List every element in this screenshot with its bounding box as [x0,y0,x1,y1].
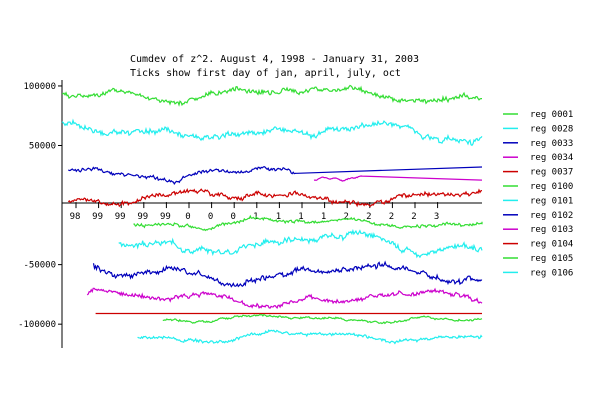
legend: reg 0001 reg 0028 reg 0033 reg 0034 reg 0037… [503,110,573,278]
x-tick-label: 2 [389,212,394,222]
x-tick-label: 1 [276,212,281,222]
series-line-reg-0028 [61,118,483,147]
x-tick-label: 1 [298,212,303,222]
legend-label: reg 0001 [530,110,573,120]
legend-label: reg 0028 [530,124,573,134]
legend-label: reg 0106 [530,268,573,278]
x-ticks: 98 99 99 99 99 0 0 0 1 1 1 1 2 2 2 2 3 [70,202,439,222]
legend-label: reg 0102 [530,211,573,221]
legend-label: reg 0104 [530,240,573,250]
y-tick-label: 50000 [29,142,56,152]
x-tick-label: 99 [92,212,103,222]
series-lines [61,84,483,345]
legend-label: reg 0100 [530,182,573,192]
chart-subtitle: Ticks show first day of jan, april, july… [130,68,401,79]
series-line-reg-0001 [62,84,482,107]
series-line-reg-0106 [137,329,483,345]
x-tick-label: 0 [230,212,235,222]
legend-label: reg 0037 [530,168,573,178]
series-line-reg-0103 [86,287,483,310]
legend-label: reg 0105 [530,254,573,264]
y-ticks: 100000 50000 -50000 -100000 [18,82,62,330]
y-tick-label: -50000 [23,261,56,271]
legend-label: reg 0034 [530,153,573,163]
legend-label: reg 0033 [530,139,573,149]
x-tick-label: 0 [185,212,190,222]
x-tick-label: 99 [137,212,148,222]
series-line-reg-0101 [118,228,483,259]
x-tick-label: 2 [366,212,371,222]
series-line-reg-0102 [92,260,483,288]
legend-label: reg 0101 [530,196,573,206]
x-tick-label: 2 [411,212,416,222]
series-line-reg-0100 [133,214,483,232]
x-tick-label: 1 [321,212,326,222]
chart-title: Cumdev of z^2. August 4, 1998 - January … [130,54,419,65]
y-tick-label: 100000 [23,82,56,92]
x-tick-label: 2 [343,212,348,222]
x-tick-label: 99 [160,212,171,222]
legend-label: reg 0103 [530,225,573,235]
series-line-reg-0034 [313,175,483,182]
x-tick-label: 99 [115,212,126,222]
y-tick-label: -100000 [18,320,56,330]
series-line-reg-0105 [162,313,483,325]
series-line-reg-0033 [67,166,483,186]
x-tick-label: 0 [208,212,213,222]
series-line-reg-0037 [67,187,483,208]
x-tick-label: 3 [434,212,439,222]
x-tick-label: 98 [70,212,81,222]
